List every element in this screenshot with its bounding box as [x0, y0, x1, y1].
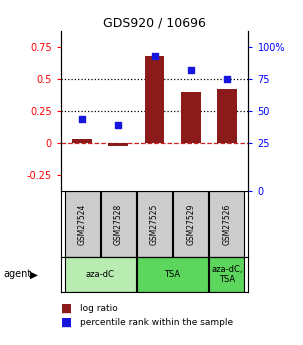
Bar [217, 89, 237, 144]
Text: aza-dC,
TSA: aza-dC, TSA [211, 265, 242, 284]
Text: GSM27525: GSM27525 [150, 204, 159, 245]
Text: percentile rank within the sample: percentile rank within the sample [80, 318, 233, 327]
Point [152, 53, 157, 59]
Text: GSM27524: GSM27524 [78, 204, 87, 245]
Bar [101, 191, 136, 257]
Text: TSA: TSA [165, 270, 181, 279]
Point [188, 67, 193, 73]
Title: GDS920 / 10696: GDS920 / 10696 [103, 17, 206, 30]
Text: aza-dC: aza-dC [86, 270, 115, 279]
Bar [173, 191, 208, 257]
Bar [145, 56, 165, 144]
Text: GSM27528: GSM27528 [114, 204, 123, 245]
Text: ■: ■ [61, 316, 72, 329]
Text: ■: ■ [61, 302, 72, 315]
Text: log ratio: log ratio [80, 304, 118, 313]
Point [80, 117, 85, 122]
Bar [108, 144, 128, 146]
Text: GSM27526: GSM27526 [222, 204, 231, 245]
Point [224, 76, 229, 82]
Bar [65, 191, 100, 257]
Bar [209, 191, 244, 257]
Point [116, 122, 121, 128]
Bar [72, 139, 92, 144]
Bar [137, 257, 208, 292]
Bar [65, 257, 136, 292]
Bar [181, 92, 201, 144]
Bar [209, 257, 244, 292]
Text: GSM27529: GSM27529 [186, 204, 195, 245]
Text: agent: agent [3, 269, 31, 279]
Text: ▶: ▶ [30, 269, 38, 279]
Bar [137, 191, 172, 257]
